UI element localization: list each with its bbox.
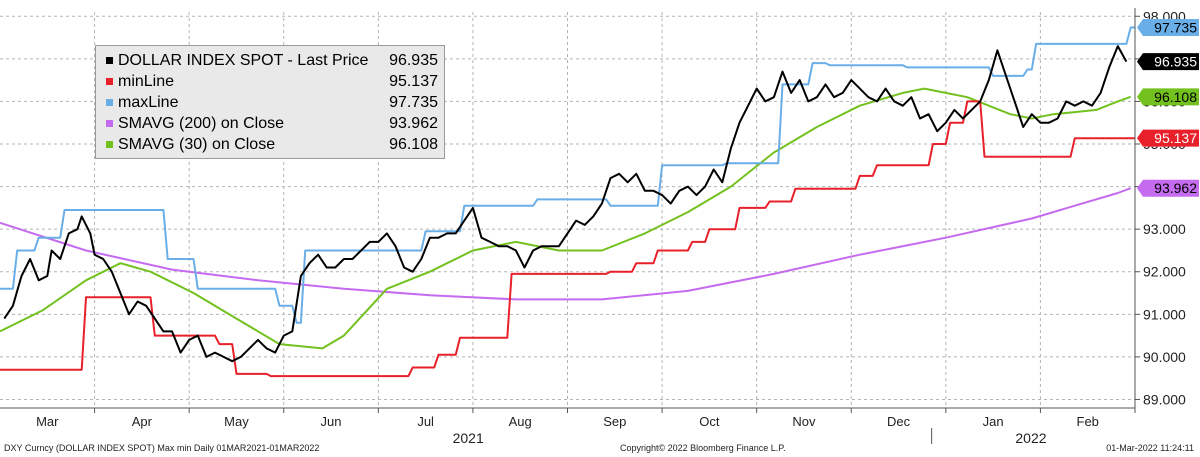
legend-value: 96.108 — [389, 135, 438, 153]
legend-swatch-maxline — [106, 99, 113, 106]
legend-swatch-minline — [106, 78, 113, 85]
x-month-label: Sep — [603, 414, 626, 429]
y-tick-label: 92.000 — [1143, 264, 1186, 280]
x-month-label: Dec — [887, 414, 911, 429]
legend-swatch-price — [106, 57, 113, 64]
sma30-line — [0, 87, 1132, 350]
legend-value: 95.137 — [389, 72, 438, 90]
minline-value-tag: 95.137 — [1137, 129, 1199, 147]
chart-title: DXY Curncy (DOLLAR INDEX SPOT) Max min D… — [4, 443, 320, 453]
legend-item: SMAVG (200) on Close 93.962 — [106, 113, 438, 134]
legend-value: 96.935 — [389, 51, 438, 69]
minline-line — [0, 100, 1135, 378]
legend-value: 93.962 — [389, 114, 438, 132]
y-tick-label: 91.000 — [1143, 306, 1186, 322]
x-month-label: Oct — [699, 414, 720, 429]
x-month-label: Aug — [509, 414, 532, 429]
timestamp-text: 01-Mar-2022 11:24:11 — [1106, 443, 1194, 453]
sma200-line — [0, 187, 1132, 301]
y-tick-label: 89.000 — [1143, 391, 1186, 407]
x-month-label: Jun — [321, 414, 342, 429]
x-month-label: Mar — [36, 414, 59, 429]
legend-item: DOLLAR INDEX SPOT - Last Price 96.935 — [106, 50, 438, 71]
legend-item: SMAVG (30) on Close 96.108 — [106, 134, 438, 155]
maxline-line — [0, 26, 1135, 324]
x-month-label: May — [224, 414, 249, 429]
value-tag-label: 96.935 — [1154, 54, 1197, 70]
y-tick-label: 93.000 — [1143, 221, 1186, 237]
legend-swatch-sma30 — [106, 141, 113, 148]
price-value-tag: 96.935 — [1137, 53, 1199, 71]
x-month-label: Jul — [417, 414, 434, 429]
legend-label: SMAVG (30) on Close — [118, 135, 276, 153]
value-tag-label: 95.137 — [1154, 130, 1197, 146]
legend-label: minLine — [118, 72, 175, 90]
legend-label: DOLLAR INDEX SPOT - Last Price — [118, 51, 369, 69]
legend-value: 97.735 — [389, 93, 438, 111]
legend: DOLLAR INDEX SPOT - Last Price 96.935 mi… — [95, 45, 445, 159]
legend-item: minLine 95.137 — [106, 71, 438, 92]
x-year-label: 2022 — [1015, 430, 1046, 446]
series-lines — [0, 26, 1135, 378]
y-tick-label: 90.000 — [1143, 349, 1186, 365]
legend-label: maxLine — [118, 93, 179, 111]
legend-item: maxLine 97.735 — [106, 92, 438, 113]
copyright-text: Copyright© 2022 Bloomberg Finance L.P. — [620, 443, 786, 453]
legend-swatch-sma200 — [106, 120, 113, 127]
sma30-value-tag: 96.108 — [1137, 88, 1199, 106]
value-tag-label: 93.962 — [1154, 180, 1197, 196]
value-tag-label: 97.735 — [1154, 20, 1197, 36]
x-month-label: Nov — [792, 414, 816, 429]
maxline-value-tag: 97.735 — [1137, 19, 1199, 37]
legend-label: SMAVG (200) on Close — [118, 114, 284, 132]
axes: 89.00090.00091.00092.00093.00094.00095.0… — [0, 8, 1199, 446]
x-month-label: Jan — [983, 414, 1004, 429]
value-tag-label: 96.108 — [1154, 89, 1197, 105]
price-line — [3, 45, 1128, 363]
x-year-label: 2021 — [453, 430, 484, 446]
x-month-label: Apr — [132, 414, 153, 429]
sma200-value-tag: 93.962 — [1137, 179, 1199, 197]
x-month-label: Feb — [1077, 414, 1099, 429]
